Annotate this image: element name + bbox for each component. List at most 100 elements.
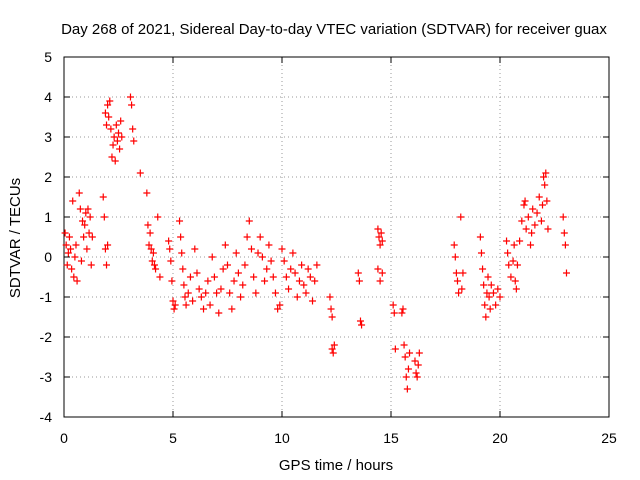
data-point	[274, 305, 282, 313]
data-point	[524, 213, 532, 221]
data-point	[64, 249, 72, 257]
plot-frame	[63, 56, 610, 418]
y-tick-label: -4	[40, 409, 53, 425]
data-point	[67, 245, 75, 253]
data-point	[126, 93, 134, 101]
data-point	[450, 241, 458, 249]
data-point	[535, 193, 543, 201]
data-point	[200, 305, 208, 313]
data-point	[107, 125, 115, 133]
data-point	[115, 129, 122, 137]
data-point	[398, 309, 406, 317]
data-point	[217, 285, 225, 293]
data-point	[541, 181, 549, 189]
data-point	[482, 313, 490, 321]
y-axis-label: SDTVAR / TECUs	[7, 178, 24, 298]
data-point	[117, 117, 125, 125]
data-point	[505, 261, 513, 269]
data-point	[521, 197, 529, 205]
data-point	[65, 233, 73, 241]
data-point	[302, 289, 310, 297]
y-tick-label: -1	[40, 289, 53, 305]
data-point	[178, 249, 186, 257]
data-point	[295, 277, 303, 285]
data-point	[503, 237, 511, 245]
data-point	[328, 313, 336, 321]
data-point	[104, 101, 112, 109]
data-point	[476, 233, 484, 241]
data-point	[256, 233, 264, 241]
data-point	[291, 269, 299, 277]
data-point	[116, 145, 124, 153]
data-point	[265, 241, 273, 249]
data-point	[99, 193, 107, 201]
data-point	[516, 237, 524, 245]
data-point	[62, 241, 70, 249]
data-point	[404, 365, 412, 373]
data-point	[239, 281, 247, 289]
data-point	[100, 213, 108, 221]
data-point	[528, 229, 536, 237]
data-point	[247, 245, 255, 253]
data-point	[166, 245, 174, 253]
data-point	[130, 137, 138, 145]
data-point	[219, 265, 227, 273]
data-point	[455, 289, 463, 297]
y-tick-label: -2	[40, 329, 53, 345]
data-point	[494, 285, 502, 293]
data-point	[306, 273, 314, 281]
data-point	[411, 357, 419, 365]
data-point	[186, 273, 194, 281]
data-point	[104, 241, 112, 249]
data-point	[221, 241, 229, 249]
data-point	[61, 229, 69, 237]
data-point	[452, 269, 460, 277]
data-point	[403, 385, 411, 393]
data-point	[489, 289, 497, 297]
data-point	[540, 173, 548, 181]
data-point	[326, 293, 334, 301]
data-point	[282, 273, 290, 281]
data-point	[68, 265, 76, 273]
data-point	[533, 209, 541, 217]
data-point	[101, 109, 109, 117]
data-point	[83, 245, 91, 253]
data-point	[129, 125, 137, 133]
data-point	[487, 281, 495, 289]
data-point	[414, 361, 422, 369]
data-point	[391, 345, 399, 353]
data-point	[145, 241, 153, 249]
data-point	[560, 229, 568, 237]
data-point	[311, 277, 319, 285]
data-point	[293, 293, 301, 301]
data-point	[509, 257, 517, 265]
y-tick-label: 1	[44, 209, 52, 225]
data-point	[559, 213, 567, 221]
data-point	[413, 373, 421, 381]
data-point	[148, 257, 156, 265]
data-point	[354, 269, 362, 277]
data-point	[146, 229, 154, 237]
data-point	[477, 249, 485, 257]
data-point	[492, 301, 500, 309]
data-point	[195, 285, 203, 293]
data-point	[327, 305, 335, 313]
data-point	[261, 277, 269, 285]
data-point	[483, 289, 491, 297]
data-point	[106, 97, 114, 105]
data-point	[232, 249, 240, 257]
data-point	[250, 273, 258, 281]
data-point	[406, 349, 414, 357]
data-point	[230, 277, 238, 285]
data-point	[376, 241, 384, 249]
data-point	[180, 281, 188, 289]
data-point	[510, 241, 518, 249]
data-point	[87, 261, 95, 269]
y-tick-label: 4	[44, 89, 52, 105]
data-point	[271, 289, 279, 297]
y-tick-label: -3	[40, 369, 53, 385]
data-point	[280, 257, 288, 265]
data-point	[485, 293, 493, 301]
data-point	[254, 249, 262, 257]
